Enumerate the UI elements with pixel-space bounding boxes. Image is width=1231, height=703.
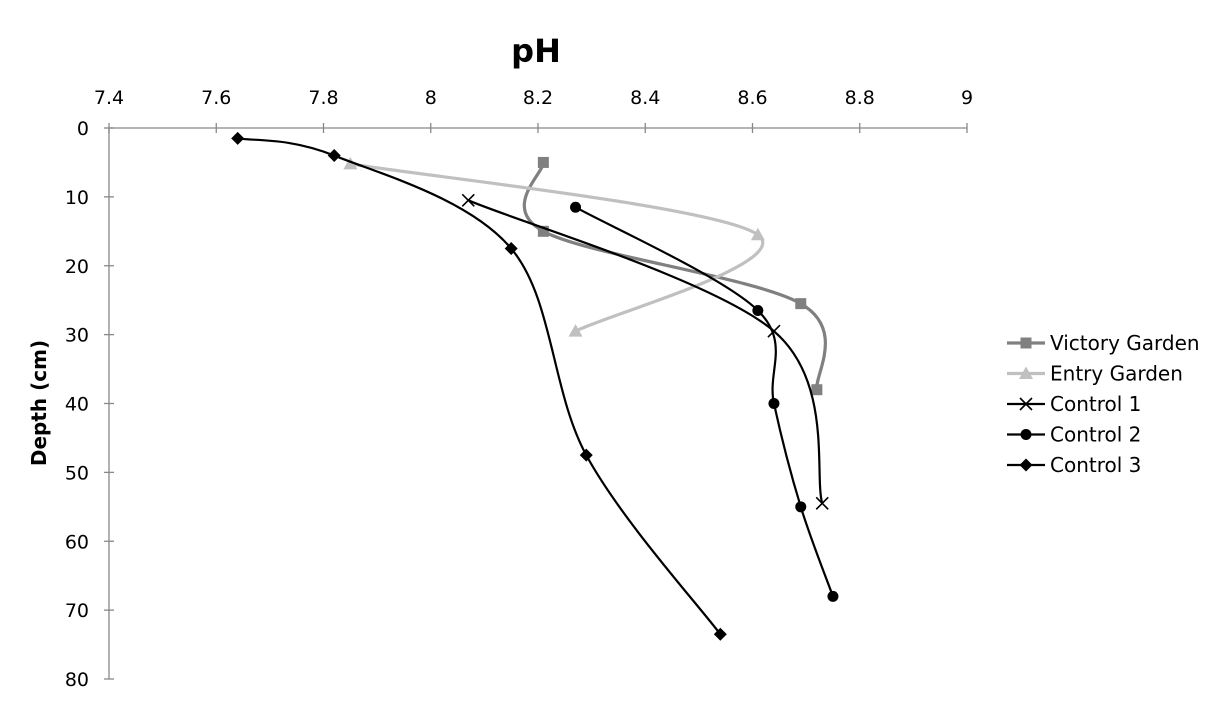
legend-label: Control 3 <box>1050 453 1141 477</box>
legend-item: Control 3 <box>1007 453 1141 477</box>
data-point <box>570 201 582 213</box>
x-tick-label: 7.8 <box>308 87 338 109</box>
x-tick-label: 7.6 <box>201 87 231 109</box>
series-line <box>237 137 722 635</box>
y-tick-label: 30 <box>65 325 89 347</box>
series-line <box>467 199 824 504</box>
data-point <box>768 398 780 409</box>
data-point <box>461 193 475 207</box>
data-point <box>713 627 727 641</box>
series-line <box>522 162 827 391</box>
y-tick-label: 0 <box>77 118 89 140</box>
x-tick-label: 8.4 <box>630 87 660 109</box>
axes: 7.4 7.6 7.8 8 8.2 8.4 8.6 8.8 9 0 10 20 30 40 50 60 70 80 <box>65 87 973 691</box>
series-control-3 <box>231 131 727 641</box>
x-tick-label: 8.2 <box>523 87 553 109</box>
data-point <box>795 501 807 513</box>
legend: Victory Garden Entry Garden Control 1 Contr… <box>1007 331 1200 477</box>
y-tick-label: 10 <box>65 187 89 209</box>
series-control-2 <box>570 201 839 602</box>
data-point <box>579 448 593 462</box>
series-victory-garden <box>522 156 827 396</box>
legend-label: Entry Garden <box>1050 362 1183 386</box>
data-point <box>811 384 823 396</box>
legend-label: Control 2 <box>1050 423 1141 447</box>
series-layer <box>231 131 839 641</box>
y-tick-label: 50 <box>65 462 89 484</box>
legend-item: Victory Garden <box>1007 331 1200 355</box>
legend-marker <box>1020 429 1032 440</box>
data-point <box>827 590 839 602</box>
legend-item: Control 2 <box>1007 423 1141 447</box>
y-tick-label: 60 <box>65 531 89 553</box>
legend-marker <box>1019 397 1033 411</box>
data-point <box>568 324 583 337</box>
legend-marker <box>1020 337 1032 349</box>
legend-item: Control 1 <box>1007 392 1141 416</box>
x-tick-label: 8 <box>425 87 437 109</box>
x-tick-label: 9 <box>961 87 973 109</box>
legend-item: Entry Garden <box>1007 362 1183 386</box>
series-line <box>574 206 834 597</box>
series-entry-garden <box>343 156 765 337</box>
y-tick-label: 70 <box>65 600 89 622</box>
data-point <box>752 305 764 317</box>
y-tick-label: 40 <box>65 394 89 416</box>
x-tick-label: 8.6 <box>737 87 767 109</box>
legend-label: Victory Garden <box>1050 331 1200 355</box>
data-point <box>504 242 518 256</box>
x-tick-label: 8.8 <box>845 87 875 109</box>
data-point <box>750 227 765 241</box>
data-point <box>343 156 358 170</box>
series-line <box>350 162 764 333</box>
data-point <box>537 225 549 237</box>
y-tick-label: 80 <box>65 669 89 691</box>
y-axis-title: Depth (cm) <box>27 340 51 466</box>
data-point <box>537 156 549 168</box>
x-axis-title: pH <box>511 32 561 70</box>
data-point <box>327 149 341 163</box>
x-tick-label: 7.4 <box>94 87 124 109</box>
legend-label: Control 1 <box>1050 392 1141 416</box>
data-point <box>795 298 807 310</box>
legend-marker <box>1019 458 1033 472</box>
data-point <box>231 131 245 145</box>
data-point <box>815 496 829 510</box>
y-tick-label: 20 <box>65 256 89 278</box>
legend-marker <box>1019 366 1033 379</box>
